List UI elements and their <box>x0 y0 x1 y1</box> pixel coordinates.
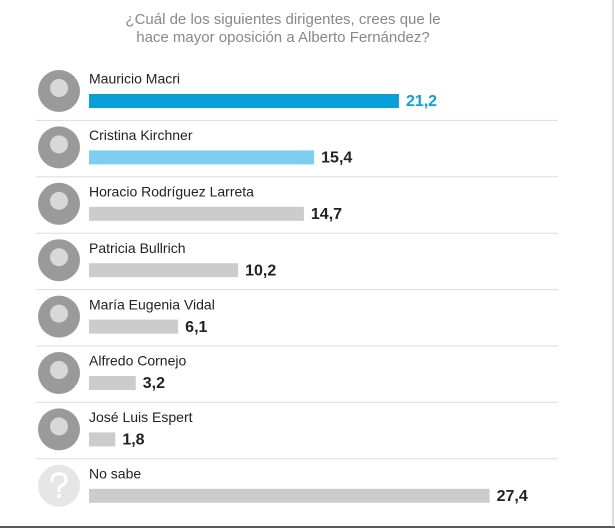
value-label: 14,7 <box>311 206 342 223</box>
avatar-face <box>50 191 68 210</box>
value-label: 6,1 <box>185 319 207 336</box>
value-label: 21,2 <box>406 93 437 110</box>
question-icon <box>50 472 68 493</box>
avatar-face <box>50 248 68 267</box>
chart-title: hace mayor oposición a Alberto Fernández… <box>136 29 430 46</box>
bar <box>89 263 239 278</box>
value-label: 1,8 <box>122 432 144 449</box>
avatar-face <box>50 135 68 154</box>
bar <box>89 94 399 108</box>
category-label: Horacio Rodríguez Larreta <box>89 184 254 200</box>
chart-title: ¿Cuál de los siguientes dirigentes, cree… <box>125 11 440 28</box>
avatar-face <box>50 304 68 323</box>
avatar-face <box>50 361 68 379</box>
value-label: 10,2 <box>245 262 276 279</box>
bar <box>89 150 315 165</box>
category-label: Mauricio Macri <box>89 71 180 87</box>
category-label: Alfredo Cornejo <box>89 353 186 369</box>
category-label: Cristina Kirchner <box>89 127 193 143</box>
bar <box>89 432 116 447</box>
category-label: José Luis Espert <box>89 409 193 425</box>
avatar-face <box>50 79 68 97</box>
value-label: 27,4 <box>497 488 528 505</box>
avatar-face <box>50 417 68 436</box>
category-label: No sabe <box>89 466 141 482</box>
category-label: Patricia Bullrich <box>89 240 185 256</box>
question-dot <box>57 493 61 498</box>
bar <box>89 206 304 221</box>
value-label: 15,4 <box>321 150 352 167</box>
bar <box>89 488 490 503</box>
bar <box>89 319 179 334</box>
value-label: 3,2 <box>143 375 165 392</box>
category-label: María Eugenia Vidal <box>89 296 215 312</box>
bar <box>89 376 136 390</box>
